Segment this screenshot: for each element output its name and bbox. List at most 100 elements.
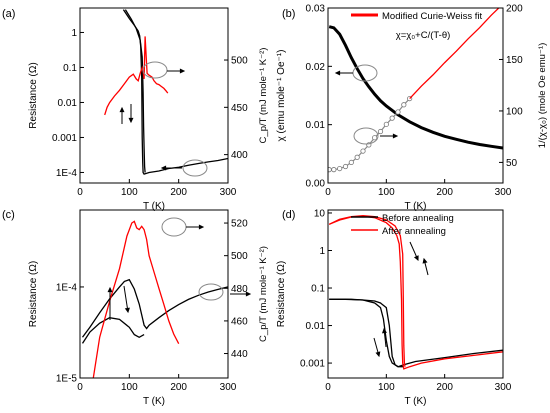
plot-frame: [327, 7, 504, 184]
legend-label: After annealing: [382, 226, 446, 237]
panel-label: (c): [2, 209, 15, 221]
y-tick-label-right: 150: [506, 55, 523, 66]
y-tick-label-left: 0.03: [306, 4, 326, 15]
x-tick-label: 0: [325, 187, 331, 198]
panel-label: (d): [282, 209, 295, 221]
data-point: [331, 167, 337, 173]
y-tick-label-left: 10: [314, 208, 326, 219]
data-point: [337, 165, 343, 172]
series-group: [328, 8, 503, 173]
series-line-2: [104, 36, 169, 116]
y-tick-label-left: 0.1: [311, 284, 325, 295]
y-axis-label-right: C_p/T (mJ mole⁻¹ K⁻²): [258, 48, 269, 144]
formula-label: χ=χ₀+C/(T-θ): [396, 30, 451, 41]
series-group: [81, 220, 228, 378]
data-point: [342, 163, 349, 170]
annotation-arrowhead: [392, 133, 399, 139]
annotation-arrowhead: [422, 257, 428, 264]
x-tick-label: 100: [121, 382, 138, 393]
annotation-ellipse: [198, 283, 224, 301]
x-tick-label: 0: [77, 187, 83, 198]
annotation-arrowhead: [107, 286, 113, 293]
legend-label: Modified Curie-Weiss fit: [382, 11, 482, 22]
series-line-2: [92, 220, 180, 378]
series-line-2: [409, 8, 500, 100]
data-point: [348, 159, 354, 166]
annotation-arrowhead: [160, 165, 167, 171]
y-tick-label-left: 1: [71, 28, 77, 39]
y-tick-label-right: 50: [506, 158, 518, 169]
plot-frame: [79, 209, 229, 379]
x-tick-label: 200: [436, 382, 453, 393]
data-point: [360, 148, 366, 154]
y-tick-label-left: 0.1: [63, 63, 77, 74]
series-line-0: [81, 278, 228, 338]
series-line-1: [124, 9, 146, 173]
data-point: [383, 121, 389, 127]
annotation-ellipse: [161, 217, 187, 237]
x-tick-label: 0: [77, 382, 83, 393]
series-line-0: [328, 25, 503, 150]
annotation-arrowhead: [413, 255, 419, 262]
series-line-1: [81, 317, 145, 344]
panel-b: 0 100 200 300 T (K) 0.00 0.01 0.02 0.03 χ (emu mo…: [276, 4, 548, 213]
series-group: [104, 9, 228, 175]
y-axis-label-left: Resistance (Ω): [28, 261, 39, 327]
series-line-0: [329, 298, 503, 368]
y-tick-label-left: 1E-4: [56, 282, 78, 293]
y-tick-label-right: 500: [231, 251, 248, 262]
data-point: [395, 109, 401, 115]
y-axis-label-left: Resistance (Ω): [276, 261, 287, 327]
plot-frame: [79, 7, 229, 184]
y-tick-label-left: 1E-4: [56, 168, 78, 179]
x-tick-label: 100: [378, 382, 395, 393]
x-tick-label: 0: [325, 382, 331, 393]
annotation-ellipse: [182, 159, 208, 177]
y-tick-label-right: 400: [231, 150, 248, 161]
plot-frame: [327, 209, 504, 379]
annotation-arrowhead: [179, 68, 186, 74]
panel-a: 0 100 200 300 T (K) 1E-4 0.001 0.01 0.1 1 Resistan…: [2, 7, 269, 212]
y-tick-label-left: 1E-5: [56, 374, 78, 385]
data-point: [372, 135, 378, 141]
x-tick-label: 300: [220, 187, 237, 198]
x-axis-label: T (K): [143, 201, 165, 212]
y-tick-label-right: 450: [231, 103, 248, 114]
y-tick-label-left: 0.00: [306, 179, 326, 190]
y-axis-label-left: Resistance (Ω): [28, 62, 39, 128]
series-line-0: [122, 9, 228, 175]
annotation-arrowhead: [334, 70, 341, 76]
panel-c: 0 100 200 300 T (K) 1E-5 1E-4 Resistance (Ω) 440…: [2, 209, 269, 407]
annotation-arrowhead: [381, 327, 387, 334]
legend: Modified Curie-Weiss fit: [351, 11, 482, 22]
x-tick-label: 200: [170, 382, 187, 393]
y-tick-label-right: 440: [231, 349, 248, 360]
x-axis-label: T (K): [143, 396, 165, 407]
y-tick-label-left: 0.01: [306, 120, 326, 131]
series-line-2: [328, 215, 503, 370]
series-group: [328, 214, 503, 370]
annotations: [107, 61, 429, 358]
data-point: [354, 154, 360, 160]
annotation-arrowhead: [119, 106, 125, 113]
annotation-ellipse: [353, 127, 379, 145]
annotation-ellipse: [352, 64, 378, 82]
annotation-arrowhead: [128, 117, 134, 124]
panel-label: (a): [2, 8, 15, 20]
annotation-arrowhead: [124, 307, 130, 314]
y-tick-label-right: 200: [506, 4, 523, 15]
data-point: [401, 102, 407, 108]
panel-d: 0 100 200 300 T (K) 0.001 0.01 0.1 1 10 Resistance…: [276, 208, 512, 407]
series-line-1: [329, 98, 411, 171]
y-axis-label-right: 1/(χ-χ₀) (mole Oe emu⁻¹): [537, 43, 548, 149]
legend-label: Before annealing: [382, 213, 454, 224]
x-tick-label: 200: [170, 187, 187, 198]
y-tick-label-left: 0.001: [52, 133, 77, 144]
x-axis-label: T (K): [404, 201, 426, 212]
x-tick-label: 300: [220, 382, 237, 393]
legend: Before annealing After annealing: [351, 213, 454, 237]
annotation-arrow: [123, 285, 129, 313]
y-tick-label-left: 0.01: [58, 98, 78, 109]
y-tick-label-left: 1: [319, 246, 325, 257]
y-tick-label-left: 0.01: [306, 321, 326, 332]
